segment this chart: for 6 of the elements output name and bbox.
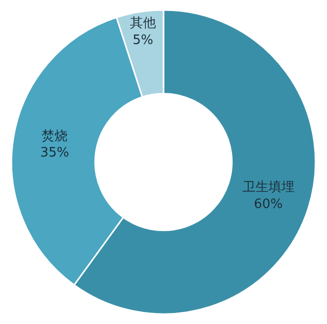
data-label: 35% <box>40 146 70 161</box>
slice-label: 卫生填埋 <box>242 180 294 196</box>
data-label: 60% <box>254 197 283 212</box>
slice-label: 其他 <box>130 16 156 32</box>
slice-label: 焚烧 <box>42 128 68 144</box>
data-label: 5% <box>132 33 154 48</box>
